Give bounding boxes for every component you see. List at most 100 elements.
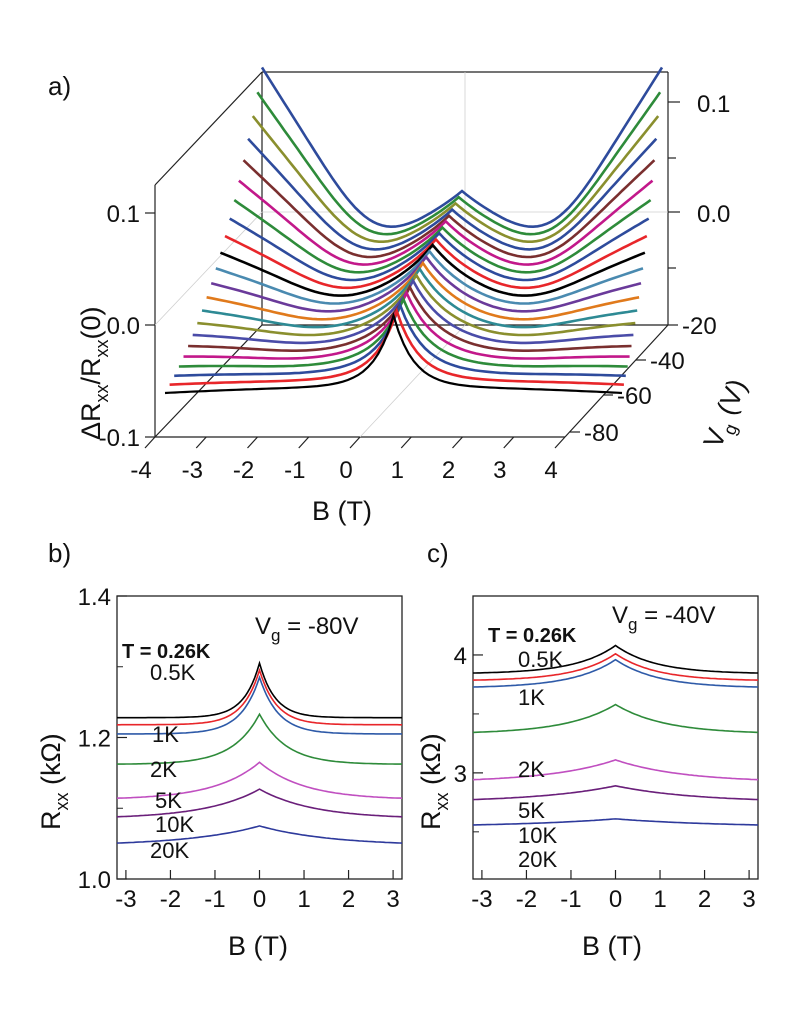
series-label: 20K — [518, 847, 557, 872]
series-line — [116, 825, 403, 844]
waterfall-series-line — [238, 179, 654, 266]
x-tick-label: 2 — [342, 886, 355, 913]
panel-a-side-top — [154, 71, 263, 186]
b-tick-label: 1 — [391, 457, 404, 484]
b-tick-mark — [195, 436, 207, 449]
b-tick-label: 0 — [339, 457, 352, 484]
vg-tick-label: -60 — [617, 383, 652, 410]
b-tick-label: -2 — [233, 457, 254, 484]
waterfall-series-line — [251, 115, 660, 243]
series-line — [473, 644, 758, 674]
series-label: 1K — [518, 685, 545, 710]
b-tick-mark — [400, 436, 412, 449]
waterfall-series-line — [183, 289, 630, 360]
waterfall-series-line — [164, 311, 623, 395]
series-label: 2K — [150, 757, 177, 782]
panel-a-frame — [154, 71, 669, 438]
panel-a-ylabel: ΔRxx/Rxx(0) — [76, 306, 112, 440]
series-line — [116, 788, 403, 818]
x-tick-label: -1 — [204, 886, 225, 913]
y-tick-label: 4 — [454, 643, 467, 670]
b-tick-mark — [452, 436, 463, 449]
vg-tick-label: -40 — [650, 348, 685, 375]
series-label: 10K — [518, 823, 557, 848]
waterfall-series-line — [219, 243, 646, 297]
panel-c-annotation: Vg = -40V — [612, 602, 716, 634]
panel-c-label: c) — [427, 538, 449, 568]
panel-b-ticks: -3 -2 -1 0 1 2 3 1.4 1.2 1.0 — [78, 584, 400, 913]
panel-a-side-bottom — [154, 324, 263, 438]
series-label: 1K — [152, 722, 179, 747]
waterfall-series-line — [174, 301, 626, 378]
panel-a-right-ticks — [668, 101, 680, 269]
y-tick-label: 3 — [454, 761, 467, 788]
series-label: 5K — [518, 798, 545, 823]
panel-a-curves — [164, 66, 664, 395]
series-line — [472, 658, 759, 688]
b-tick-label: 2 — [442, 457, 455, 484]
series-line — [116, 761, 403, 799]
b-tick-mark — [247, 436, 258, 449]
panel-a-z-ticks: -20 -40 -60 -80 — [570, 313, 717, 447]
waterfall-series-line — [206, 260, 640, 321]
x-tick-label: 0 — [609, 886, 622, 913]
series-line — [472, 784, 759, 801]
waterfall-series-line — [247, 137, 658, 251]
waterfall-series-line — [188, 284, 632, 352]
b-tick-label: 4 — [544, 457, 557, 484]
waterfall-series-line — [215, 249, 644, 305]
b-tick-mark — [298, 436, 310, 449]
b-tick-mark — [503, 436, 515, 449]
x-tick-label: 3 — [742, 886, 755, 913]
panel-c-ylabel: Rxx (kΩ) — [416, 733, 452, 830]
y-tick-label: 1.4 — [78, 584, 111, 611]
waterfall-series-line — [210, 254, 642, 313]
series-label: 0.5K — [150, 660, 196, 685]
series-line — [117, 667, 402, 726]
panel-a-xlabel: B (T) — [312, 496, 372, 526]
x-tick-label: 2 — [698, 886, 711, 913]
panel-c-xlabel: B (T) — [582, 931, 642, 961]
y-tick-label: 1.0 — [78, 867, 111, 894]
waterfall-series-line — [260, 66, 664, 229]
series-label: T = 0.26K — [488, 625, 577, 647]
waterfall-series-line — [256, 91, 662, 236]
panel-a-zlabel: Vg (V) — [698, 375, 758, 455]
vg-tick-label: -80 — [584, 420, 619, 447]
b-tick-mark — [144, 436, 156, 449]
waterfall-series-line — [178, 295, 628, 368]
x-tick-label: 1 — [653, 886, 666, 913]
waterfall-series-line — [224, 234, 648, 290]
vg-tick-label: -20 — [682, 313, 717, 340]
waterfall-series-line — [169, 307, 624, 386]
waterfall-series-line — [233, 199, 652, 274]
b-tick-label: -3 — [182, 457, 203, 484]
y-tick-label: 1.2 — [78, 726, 111, 753]
panel-c-curves — [472, 644, 759, 826]
waterfall-series-line — [242, 159, 656, 259]
x-tick-label: 1 — [297, 886, 310, 913]
x-tick-label: -2 — [160, 886, 181, 913]
b-tick-mark — [554, 436, 566, 449]
series-line — [117, 660, 402, 719]
panel-b-label: b) — [48, 538, 71, 568]
series-line — [117, 712, 402, 765]
series-label: 10K — [155, 812, 194, 837]
waterfall-series-line — [201, 266, 638, 329]
panel-a-ytick-right: 0.1 — [697, 91, 730, 118]
series-line — [117, 675, 402, 735]
x-tick-label: -3 — [471, 886, 492, 913]
series-label: 2K — [518, 757, 545, 782]
panel-a-ytick: -0.1 — [99, 425, 140, 452]
panel-b-annotation: Vg = -80V — [255, 613, 359, 645]
panel-a: a) 0.1 0.0 -0.1 — [48, 66, 758, 526]
b-tick-mark — [349, 436, 361, 449]
panel-a-ytick: 0.0 — [107, 313, 140, 340]
x-tick-label: 3 — [386, 886, 399, 913]
panel-b-curves — [116, 660, 403, 844]
b-tick-label: -4 — [130, 457, 151, 484]
panel-a-vg-axis — [564, 324, 669, 438]
